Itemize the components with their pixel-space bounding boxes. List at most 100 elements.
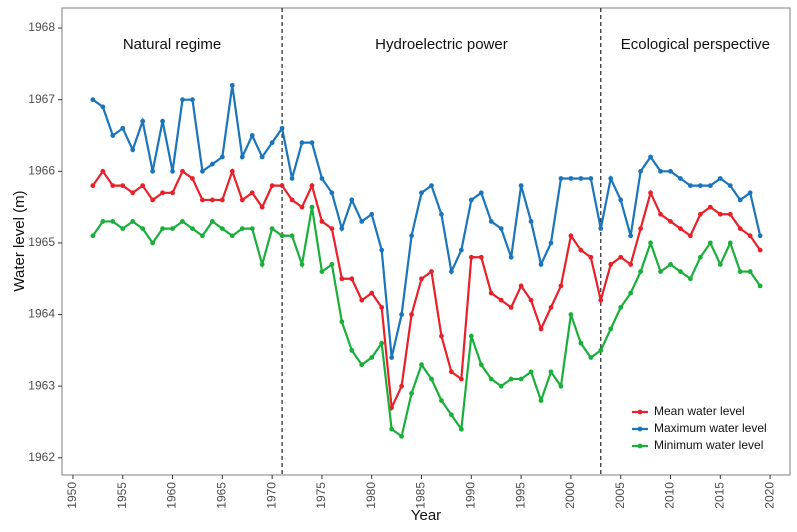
data-point xyxy=(209,219,215,224)
data-point xyxy=(120,125,126,131)
x-tick-label: 2020 xyxy=(762,482,776,509)
data-point xyxy=(518,283,524,289)
plot-panel xyxy=(61,7,791,476)
data-point xyxy=(299,262,305,267)
data-point xyxy=(717,176,723,181)
data-point xyxy=(180,168,185,174)
data-point xyxy=(588,254,594,260)
data-point xyxy=(439,333,444,339)
period-label: Natural regime xyxy=(123,36,221,53)
data-point xyxy=(249,190,255,196)
data-point xyxy=(309,140,315,146)
data-point xyxy=(150,168,156,174)
data-point xyxy=(757,283,763,289)
data-point xyxy=(279,183,285,189)
data-point xyxy=(259,262,265,267)
data-point xyxy=(120,183,126,189)
data-point xyxy=(448,269,454,274)
data-point xyxy=(478,190,484,196)
data-point xyxy=(319,176,325,181)
data-point xyxy=(727,183,733,189)
data-point xyxy=(170,226,175,232)
data-point xyxy=(419,190,424,196)
data-point xyxy=(219,154,225,160)
data-point xyxy=(229,233,235,239)
data-point xyxy=(309,204,315,210)
x-tick-label: 1970 xyxy=(264,482,278,509)
data-point xyxy=(269,140,275,146)
data-point xyxy=(488,376,494,382)
data-point xyxy=(209,161,215,167)
data-point xyxy=(160,226,165,232)
data-point xyxy=(717,262,723,267)
data-point xyxy=(648,240,653,246)
data-point xyxy=(289,233,295,239)
data-point xyxy=(319,219,325,224)
x-tick-label: 1975 xyxy=(314,482,328,509)
data-point xyxy=(419,276,424,282)
data-point xyxy=(409,233,414,239)
data-point xyxy=(757,233,763,239)
data-point xyxy=(209,197,215,203)
y-tick-label: 1962 xyxy=(28,450,55,464)
data-point xyxy=(608,262,614,267)
data-point xyxy=(379,304,385,310)
data-point xyxy=(219,226,225,232)
data-point xyxy=(90,183,96,189)
data-point xyxy=(180,219,185,224)
data-point xyxy=(150,240,156,246)
data-point xyxy=(578,340,584,346)
data-point xyxy=(697,254,703,260)
data-point xyxy=(528,297,534,303)
data-point xyxy=(548,369,554,375)
data-point xyxy=(90,233,96,239)
data-point xyxy=(349,197,355,203)
x-axis-label: Year xyxy=(411,507,441,524)
legend-swatch-dot xyxy=(637,409,643,415)
data-point xyxy=(658,269,663,274)
data-point xyxy=(339,319,345,325)
data-point xyxy=(588,176,594,181)
data-point xyxy=(120,226,126,232)
legend-label: Maximum water level xyxy=(654,421,767,435)
data-point xyxy=(349,347,355,353)
data-point xyxy=(468,254,474,260)
x-tick-label: 1995 xyxy=(513,482,527,509)
data-point xyxy=(110,183,116,189)
data-point xyxy=(130,147,136,153)
data-point xyxy=(309,183,315,189)
x-tick-label: 2015 xyxy=(712,482,726,509)
data-point xyxy=(568,233,574,239)
data-point xyxy=(727,240,733,246)
data-point xyxy=(190,97,195,103)
data-point xyxy=(359,219,365,224)
data-point xyxy=(339,276,345,282)
data-point xyxy=(598,226,604,232)
data-point xyxy=(648,190,653,196)
data-point xyxy=(140,226,146,232)
data-point xyxy=(707,240,713,246)
data-point xyxy=(608,326,614,332)
legend-swatch-dot xyxy=(637,443,643,449)
data-point xyxy=(429,183,434,189)
data-point xyxy=(369,355,375,360)
data-point xyxy=(259,154,265,160)
data-point xyxy=(697,211,703,217)
x-tick-label: 2005 xyxy=(613,482,627,509)
data-point xyxy=(658,168,663,174)
data-point xyxy=(389,355,395,360)
data-point xyxy=(548,304,554,310)
data-point xyxy=(389,426,395,432)
x-tick-label: 1955 xyxy=(115,482,129,509)
data-point xyxy=(747,269,753,274)
data-point xyxy=(498,297,504,303)
data-point xyxy=(707,204,713,210)
data-point xyxy=(628,233,634,239)
data-point xyxy=(678,269,683,274)
data-point xyxy=(727,211,733,217)
data-point xyxy=(747,233,753,239)
data-point xyxy=(628,290,634,296)
data-point xyxy=(588,355,594,360)
data-point xyxy=(488,219,494,224)
